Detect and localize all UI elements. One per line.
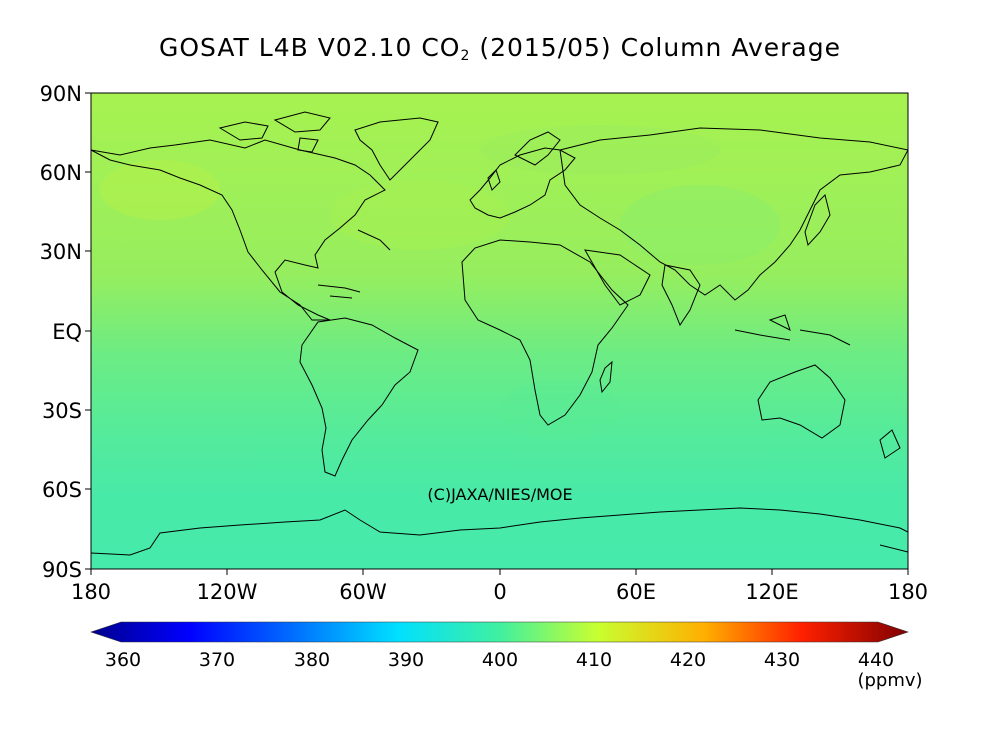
colorbar-tick-420: 420 [670, 649, 706, 671]
lat-label-30s: 30S [42, 399, 82, 423]
lat-label-60s: 60S [42, 478, 82, 502]
colorbar-tick-370: 370 [199, 649, 235, 671]
lon-label-60e: 60E [616, 580, 656, 604]
lat-label-90n: 90N [40, 82, 82, 106]
colorbar-tick-390: 390 [388, 649, 424, 671]
lon-label-0: 0 [493, 580, 506, 604]
colorbar-tick-440: 440 [858, 649, 894, 671]
map-title: GOSAT L4B V02.10 CO2 (2015/05) Column Av… [159, 33, 841, 64]
lat-label-eq: EQ [52, 320, 82, 344]
lon-label-120e: 120E [745, 580, 798, 604]
colorbar-tick-430: 430 [764, 649, 800, 671]
lat-label-30n: 30N [40, 240, 82, 264]
colorbar-tick-410: 410 [576, 649, 612, 671]
lat-label-90s: 90S [42, 558, 82, 582]
lat-label-60n: 60N [40, 161, 82, 185]
coastlines [91, 111, 908, 556]
colorbar-tick-360: 360 [105, 649, 141, 671]
co2-field [91, 93, 908, 569]
lon-label-60w: 60W [339, 580, 387, 604]
colorbar-unit: (ppmv) [857, 670, 922, 691]
lon-label-180w: 180 [71, 580, 111, 604]
colorbar-tick-380: 380 [294, 649, 330, 671]
lon-label-120w: 120W [197, 580, 258, 604]
colorbar-tick-400: 400 [482, 649, 518, 671]
colorbar [90, 621, 909, 643]
lon-label-180e: 180 [888, 580, 928, 604]
credit-label: (C)JAXA/NIES/MOE [427, 485, 572, 504]
